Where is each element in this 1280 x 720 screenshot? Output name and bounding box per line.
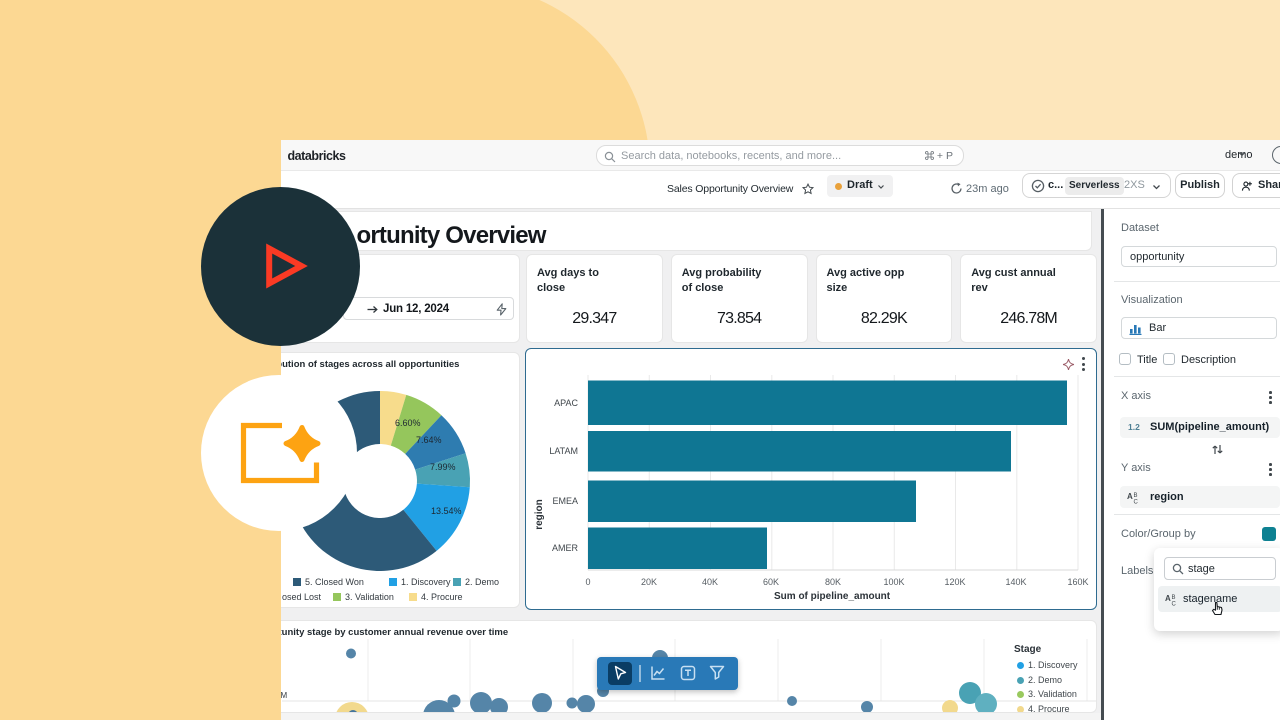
svg-text:A: A xyxy=(1127,492,1133,501)
svg-text:C: C xyxy=(1134,500,1139,505)
svg-text:C: C xyxy=(1172,602,1177,607)
svg-text:B: B xyxy=(1172,595,1176,601)
svg-text:A: A xyxy=(1165,594,1171,603)
svg-text:B: B xyxy=(1134,493,1138,499)
